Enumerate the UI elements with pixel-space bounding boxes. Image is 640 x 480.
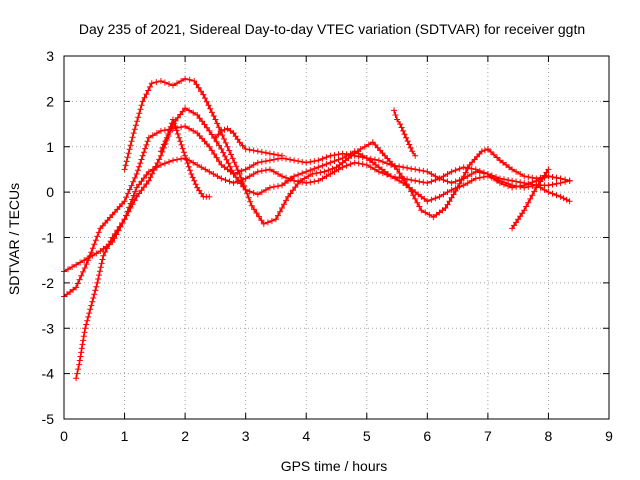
x-tick-label: 4 (302, 428, 310, 444)
x-tick-label: 0 (60, 428, 68, 444)
x-tick-label: 8 (545, 428, 553, 444)
tick-marks (63, 55, 610, 420)
y-tick-label: -5 (42, 411, 55, 427)
x-tick-label: 3 (242, 428, 250, 444)
y-tick-label: 2 (46, 93, 54, 109)
y-tick-label: 3 (46, 48, 54, 64)
series-arc-7 (509, 166, 552, 232)
series-arc-6 (391, 107, 419, 159)
y-tick-label: -1 (42, 230, 55, 246)
y-tick-label: 1 (46, 139, 54, 155)
data-layer (61, 75, 573, 382)
series-arc-4 (121, 75, 573, 227)
x-tick-label: 6 (423, 428, 431, 444)
y-tick-label: -3 (42, 320, 55, 336)
y-tick-label: -4 (42, 366, 55, 382)
x-tick-label: 5 (363, 428, 371, 444)
chart-title: Day 235 of 2021, Sidereal Day-to-day VTE… (79, 21, 585, 37)
x-tick-label: 1 (121, 428, 129, 444)
y-tick-label: 0 (46, 184, 54, 200)
tick-labels: 0 1 2 3 4 5 6 7 8 9 3 2 1 0 -1 -2 -3 -4 -5 (42, 48, 614, 444)
series-arc-5 (157, 116, 213, 200)
grid-lines (64, 56, 609, 419)
x-axis-label: GPS time / hours (281, 458, 388, 474)
series-arc-8 (212, 125, 285, 159)
x-tick-label: 9 (605, 428, 613, 444)
x-tick-label: 7 (484, 428, 492, 444)
y-axis-label: SDTVAR / TECUs (6, 183, 22, 295)
x-tick-label: 2 (181, 428, 189, 444)
y-tick-label: -2 (42, 275, 55, 291)
